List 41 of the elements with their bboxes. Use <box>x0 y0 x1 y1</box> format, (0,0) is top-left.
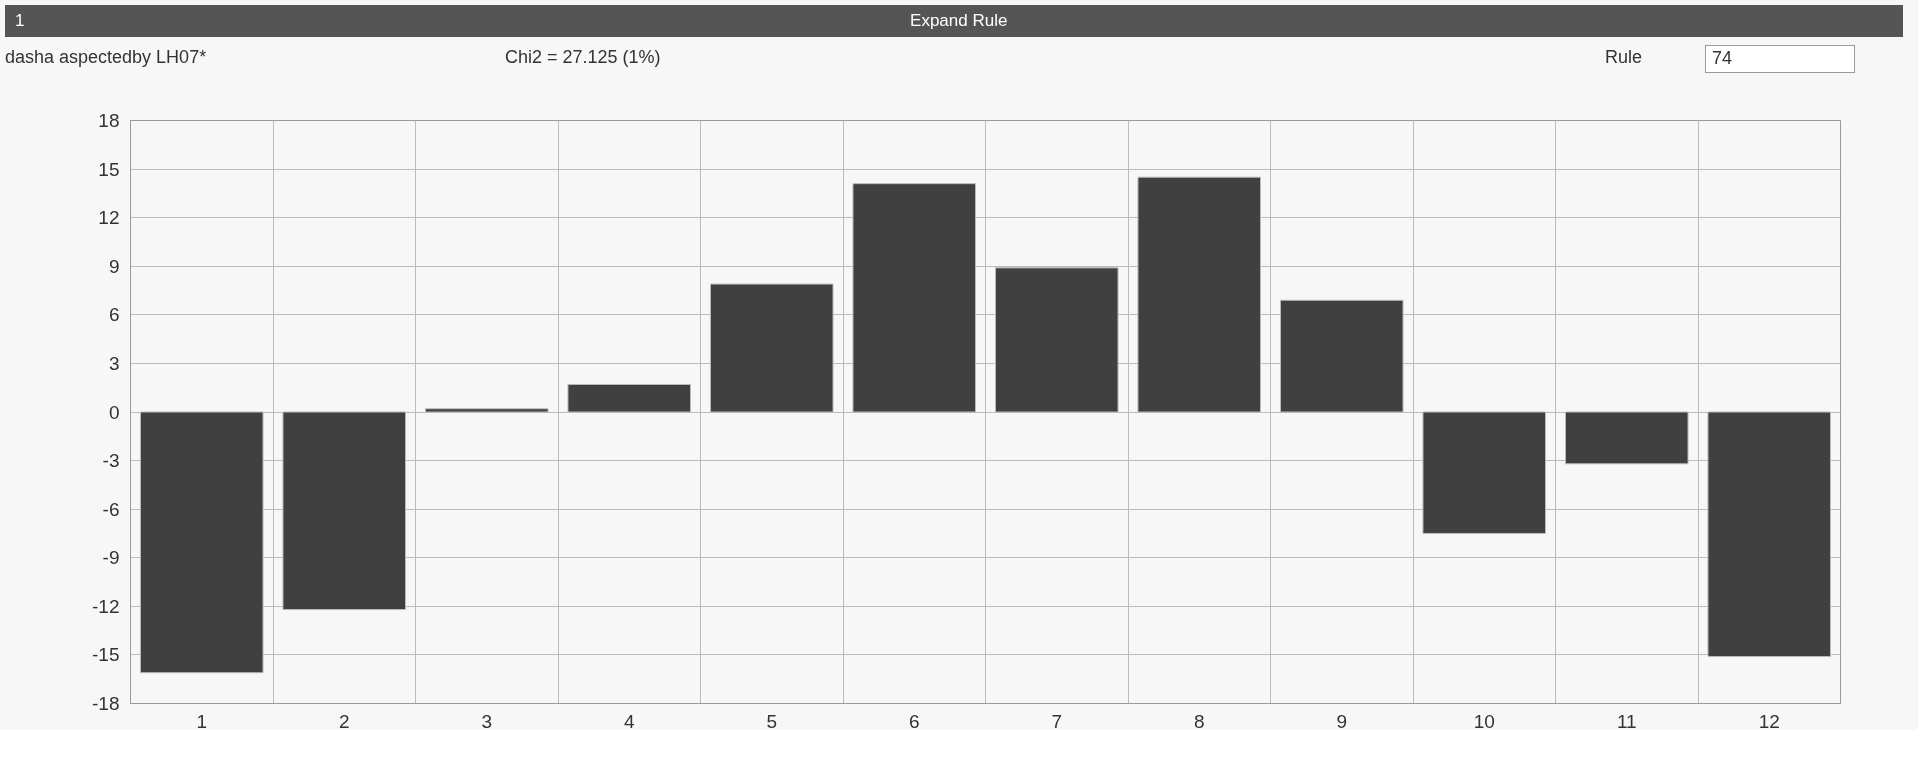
y-tick-label: -12 <box>92 595 120 617</box>
bar <box>282 411 407 611</box>
text: Rule <box>1605 46 1644 69</box>
bar <box>1137 176 1262 413</box>
y-tick-label: 18 <box>98 110 120 131</box>
y-tick-label: 12 <box>98 207 120 229</box>
bar <box>1564 411 1689 465</box>
chart-title: Expand Rule <box>910 10 1008 32</box>
bar <box>709 283 834 413</box>
y-tick-label: 15 <box>98 158 120 180</box>
x-tick-label: 8 <box>1193 710 1205 732</box>
x-tick-label: 2 <box>338 710 350 732</box>
x-tick-label: 11 <box>1616 710 1637 732</box>
y-tick-label: -18 <box>92 693 120 714</box>
x-tick-label: 7 <box>1051 710 1063 732</box>
y-tick-label: -3 <box>102 450 120 472</box>
y-tick-label: 0 <box>108 401 120 423</box>
y-tick-label: 3 <box>108 352 120 374</box>
bar <box>1279 299 1404 413</box>
bar <box>994 267 1119 413</box>
bar <box>1422 411 1547 534</box>
bar <box>424 408 549 413</box>
y-tick-label: -6 <box>102 498 120 520</box>
x-tick-label: 1 <box>196 710 208 732</box>
x-tick-label: 5 <box>766 710 778 732</box>
x-tick-label: 4 <box>623 710 635 732</box>
y-tick-label: -9 <box>102 547 120 569</box>
x-tick-label: 3 <box>481 710 493 732</box>
text: Chi2 = 27.125 (1%) <box>505 46 662 69</box>
chart-subtitle: dasha aspectedby LH07* <box>5 46 208 69</box>
y-tick-label: 9 <box>108 255 120 277</box>
text: 74 <box>1705 45 1855 73</box>
x-tick-label: 6 <box>908 710 920 732</box>
text: 1 <box>15 10 25 32</box>
x-tick-label: 9 <box>1336 710 1348 732</box>
y-tick-label: 6 <box>108 304 120 326</box>
bar <box>852 183 977 413</box>
y-tick-label: -15 <box>92 644 120 666</box>
x-tick-label: 10 <box>1473 710 1495 732</box>
bar <box>567 383 692 413</box>
x-tick-label: 12 <box>1758 710 1780 732</box>
